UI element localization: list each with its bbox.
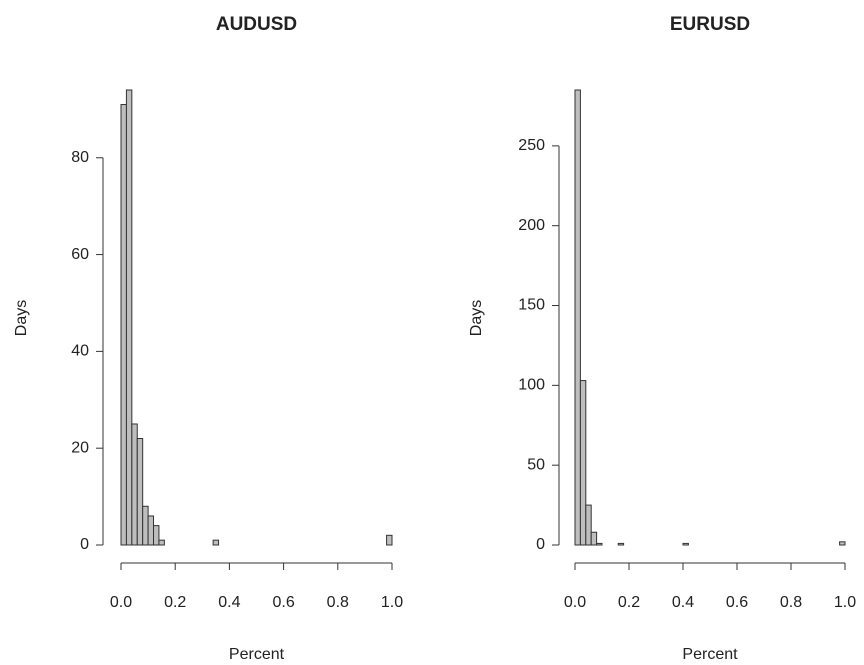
x-tick-label: 0.2 [164, 594, 186, 611]
y-tick-label: 150 [518, 297, 545, 314]
x-tick-label: 1.0 [381, 594, 403, 611]
x-tick-label: 0.4 [672, 594, 694, 611]
bar [131, 423, 138, 546]
y-tick-label: 200 [518, 217, 545, 234]
y-axis-label: Days [13, 300, 30, 336]
bar [158, 539, 165, 546]
bar [574, 89, 581, 546]
y-tick-label: 100 [518, 377, 545, 394]
chart-title: EURUSD [670, 14, 750, 35]
bar [579, 380, 587, 546]
x-tick-label: 0.0 [564, 594, 586, 611]
x-tick-label: 0.8 [780, 594, 802, 611]
x-tick-label: 1.0 [834, 594, 856, 611]
bar [142, 505, 149, 546]
y-tick-label: 80 [71, 149, 89, 166]
bar [839, 541, 846, 546]
x-tick-label: 0.6 [726, 594, 748, 611]
y-tick-label: 0 [80, 536, 89, 553]
bar [125, 89, 133, 546]
y-axis-label: Days [468, 300, 485, 336]
chart-title: AUDUSD [216, 14, 297, 35]
x-tick-label: 0.0 [110, 594, 132, 611]
bar [136, 438, 144, 546]
bar [147, 515, 155, 546]
bar [212, 539, 220, 546]
bar [386, 534, 393, 546]
bar [585, 504, 592, 546]
x-axis-label: Percent [682, 646, 738, 663]
bar [682, 542, 689, 546]
bar [120, 104, 127, 546]
x-tick-label: 0.4 [218, 594, 240, 611]
y-tick-label: 20 [71, 439, 89, 456]
y-tick-label: 0 [536, 536, 545, 553]
y-tick-label: 60 [71, 246, 89, 263]
x-tick-label: 0.2 [618, 594, 640, 611]
x-axis-label: Percent [229, 646, 285, 663]
y-tick-label: 40 [71, 343, 89, 360]
y-tick-label: 250 [518, 137, 545, 154]
bar [153, 525, 160, 546]
x-tick-label: 0.6 [272, 594, 294, 611]
x-tick-label: 0.8 [327, 594, 349, 611]
bar [596, 542, 603, 546]
bar [590, 531, 598, 546]
y-tick-label: 50 [527, 456, 545, 473]
bar [617, 542, 625, 546]
